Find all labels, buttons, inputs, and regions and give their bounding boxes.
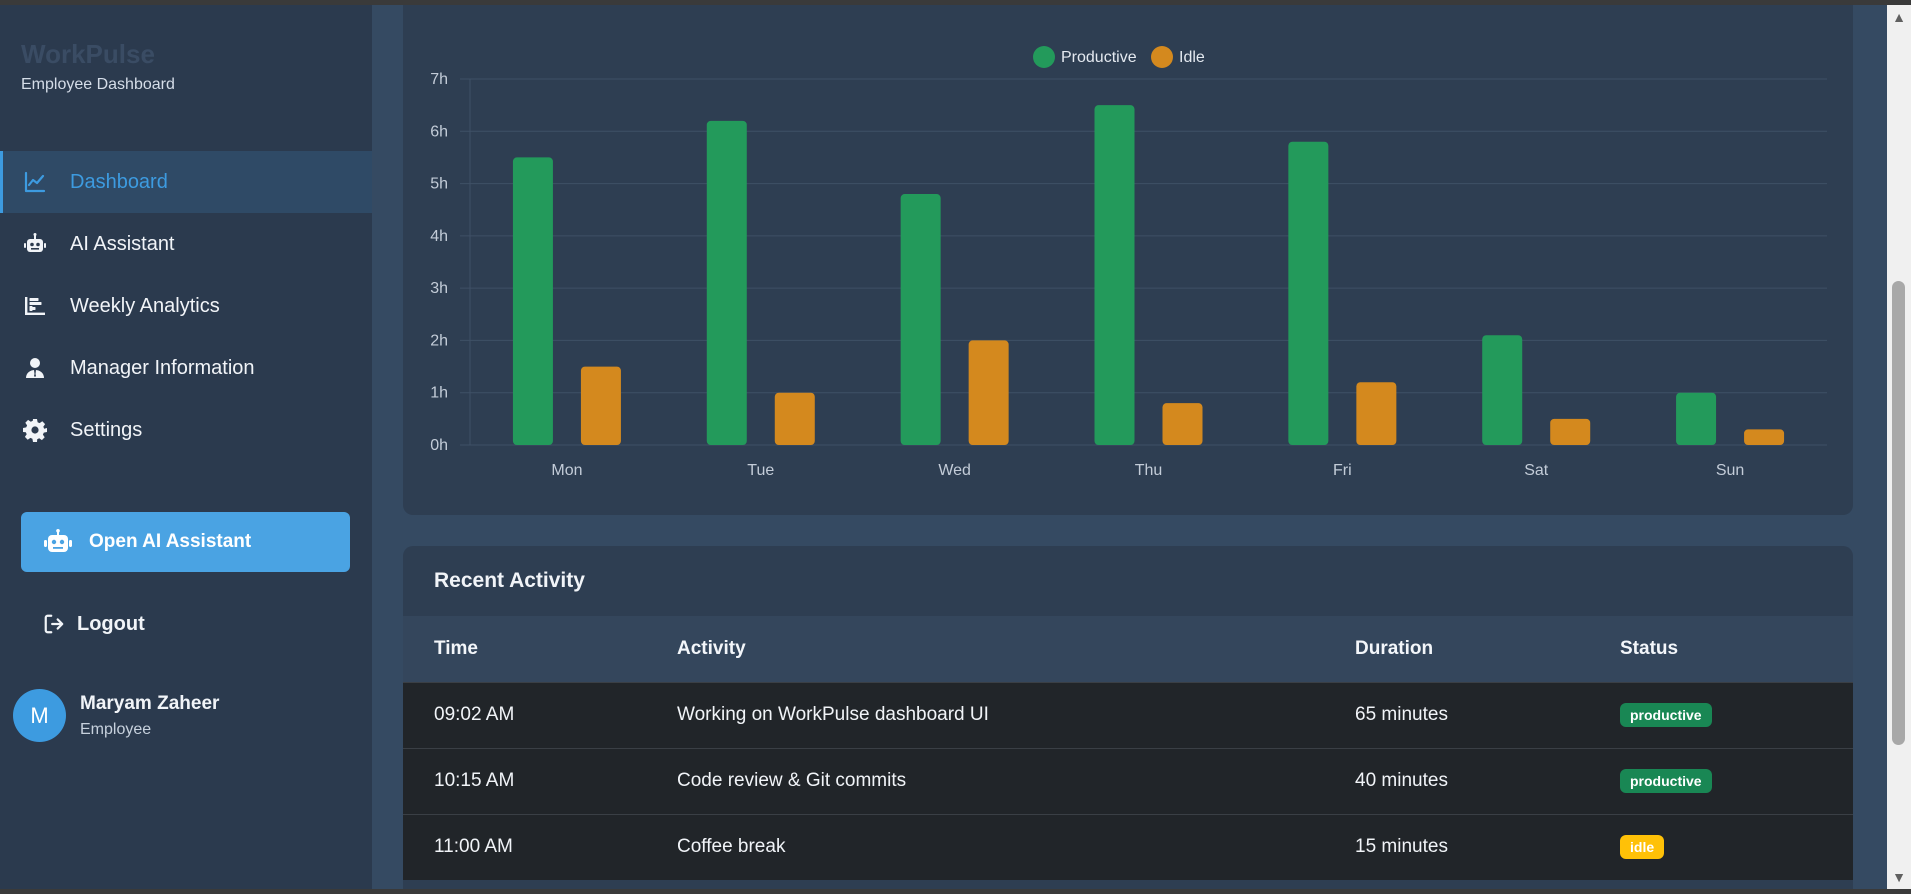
recent-activity-title: Recent Activity — [434, 569, 585, 592]
cell-status: productive — [1589, 748, 1853, 814]
legend-swatch — [1033, 46, 1055, 68]
column-header-duration: Duration — [1355, 637, 1434, 659]
table-row: 09:02 AM Working on WorkPulse dashboard … — [403, 682, 1853, 748]
cell-time: 09:02 AM — [434, 704, 515, 725]
bar-productive-fri — [1288, 141, 1329, 445]
bar-productive-mon — [512, 157, 553, 445]
page-scrollbar[interactable]: ▲ ▼ — [1887, 5, 1911, 889]
status-badge: idle — [1620, 835, 1665, 860]
bar-idle-sun — [1744, 429, 1785, 445]
bar-chart-icon — [22, 293, 48, 319]
user-tie-icon — [22, 355, 48, 381]
column-header-time: Time — [434, 637, 479, 659]
main-content: 0h 1h 2h 3h 4h 5h 6h 7h Mon Tue Wed Thu Fri Sat Sun Pro… — [372, 5, 1887, 889]
scroll-up-icon[interactable]: ▲ — [1892, 9, 1906, 25]
y-tick-label: 5h — [430, 176, 448, 193]
scrollbar-thumb[interactable] — [1892, 281, 1905, 745]
bar-productive-tue — [706, 120, 747, 445]
bar-productive-thu — [1094, 105, 1135, 446]
robot-icon — [22, 231, 48, 257]
x-tick-label: Wed — [938, 462, 971, 479]
brand-subtitle: Employee Dashboard — [21, 76, 175, 93]
open-ai-assistant-button[interactable]: Open AI Assistant — [21, 512, 350, 572]
y-tick-label: 4h — [430, 228, 448, 245]
scroll-down-icon[interactable]: ▼ — [1892, 869, 1906, 885]
window-frame-bottom — [0, 889, 1911, 894]
bar-productive-sun — [1676, 392, 1717, 445]
logout-button[interactable]: Logout — [43, 609, 145, 639]
sidebar-item-label: Weekly Analytics — [70, 294, 220, 317]
brand-title: WorkPulse — [21, 39, 155, 69]
y-tick-label: 0h — [430, 437, 448, 454]
logout-label: Logout — [77, 612, 145, 635]
sidebar-item-label: Dashboard — [70, 170, 168, 193]
robot-icon — [44, 529, 72, 552]
cell-duration: 15 minutes — [1355, 836, 1448, 858]
status-badge: productive — [1620, 703, 1712, 727]
legend-swatch — [1151, 46, 1173, 68]
brand: WorkPulse Employee Dashboard — [21, 39, 175, 94]
sidebar-nav: Dashboard AI Assistant Weekly Analytics … — [0, 151, 372, 461]
sidebar-item-manager-information[interactable]: Manager Information — [0, 337, 372, 399]
sidebar-item-settings[interactable]: Settings — [0, 399, 372, 461]
chart-line-icon — [22, 169, 48, 195]
weekly-bar-chart: 0h 1h 2h 3h 4h 5h 6h 7h Mon Tue Wed Thu Fri Sat Sun Pro… — [430, 46, 1827, 479]
bar-idle-tue — [774, 392, 815, 445]
legend-label: Productive — [1061, 49, 1137, 66]
y-tick-label: 2h — [430, 332, 448, 349]
y-tick-label: 1h — [430, 385, 448, 402]
x-tick-label: Sun — [1716, 462, 1744, 479]
x-tick-label: Tue — [747, 462, 774, 479]
sidebar-item-label: Manager Information — [70, 356, 255, 379]
y-tick-label: 3h — [430, 280, 448, 297]
user-name: Maryam Zaheer — [80, 692, 220, 714]
bar-idle-thu — [1162, 403, 1203, 445]
cell-activity: Code review & Git commits — [677, 770, 907, 791]
sidebar-item-ai-assistant[interactable]: AI Assistant — [0, 213, 372, 275]
table-row: 11:00 AM Coffee break 15 minutes idle — [403, 814, 1853, 880]
x-tick-label: Mon — [551, 462, 582, 479]
sidebar-item-label: AI Assistant — [70, 232, 175, 255]
x-tick-label: Fri — [1333, 462, 1352, 479]
bar-productive-sat — [1482, 335, 1523, 445]
avatar: M — [13, 689, 66, 742]
y-tick-label: 6h — [430, 123, 448, 140]
cell-time: 11:00 AM — [434, 836, 513, 858]
cell-activity: Coffee break — [677, 836, 786, 858]
cell-status: productive — [1589, 682, 1853, 748]
activity-table: Time Activity Duration Status 09:02 AM W… — [403, 616, 1853, 880]
cell-duration: 40 minutes — [1355, 770, 1448, 791]
table-row: 10:15 AM Code review & Git commits 40 mi… — [403, 748, 1853, 814]
user-profile: M Maryam Zaheer Employee — [13, 689, 219, 742]
open-ai-assistant-label: Open AI Assistant — [89, 531, 252, 552]
bar-idle-sat — [1550, 418, 1591, 445]
sidebar-item-label: Settings — [70, 418, 143, 441]
column-header-activity: Activity — [677, 637, 746, 659]
recent-activity-card: Recent Activity Time Activity Duration S… — [403, 546, 1853, 889]
sidebar-item-dashboard[interactable]: Dashboard — [0, 151, 372, 213]
sidebar: WorkPulse Employee Dashboard Dashboard A… — [0, 5, 372, 889]
sidebar-item-weekly-analytics[interactable]: Weekly Analytics — [0, 275, 372, 337]
logout-icon — [44, 614, 64, 634]
x-tick-label: Sat — [1524, 462, 1549, 479]
y-tick-label: 7h — [430, 71, 448, 88]
bar-idle-fri — [1356, 382, 1397, 445]
user-role: Employee — [80, 720, 152, 738]
status-badge: productive — [1620, 769, 1712, 793]
bar-productive-wed — [900, 194, 941, 445]
x-tick-label: Thu — [1135, 462, 1163, 479]
cell-time: 10:15 AM — [434, 770, 515, 791]
legend-label: Idle — [1179, 49, 1205, 66]
bar-idle-wed — [968, 340, 1009, 445]
cell-activity: Working on WorkPulse dashboard UI — [677, 704, 989, 725]
cell-duration: 65 minutes — [1355, 704, 1448, 725]
weekly-chart-card: 0h 1h 2h 3h 4h 5h 6h 7h Mon Tue Wed Thu Fri Sat Sun Pro… — [403, 5, 1853, 515]
cell-status: idle — [1589, 814, 1853, 880]
table-header-row: Time Activity Duration Status — [403, 616, 1853, 682]
gear-icon — [22, 417, 48, 443]
column-header-status: Status — [1620, 637, 1679, 659]
bar-idle-mon — [580, 366, 621, 445]
window-frame-top — [0, 0, 1911, 5]
